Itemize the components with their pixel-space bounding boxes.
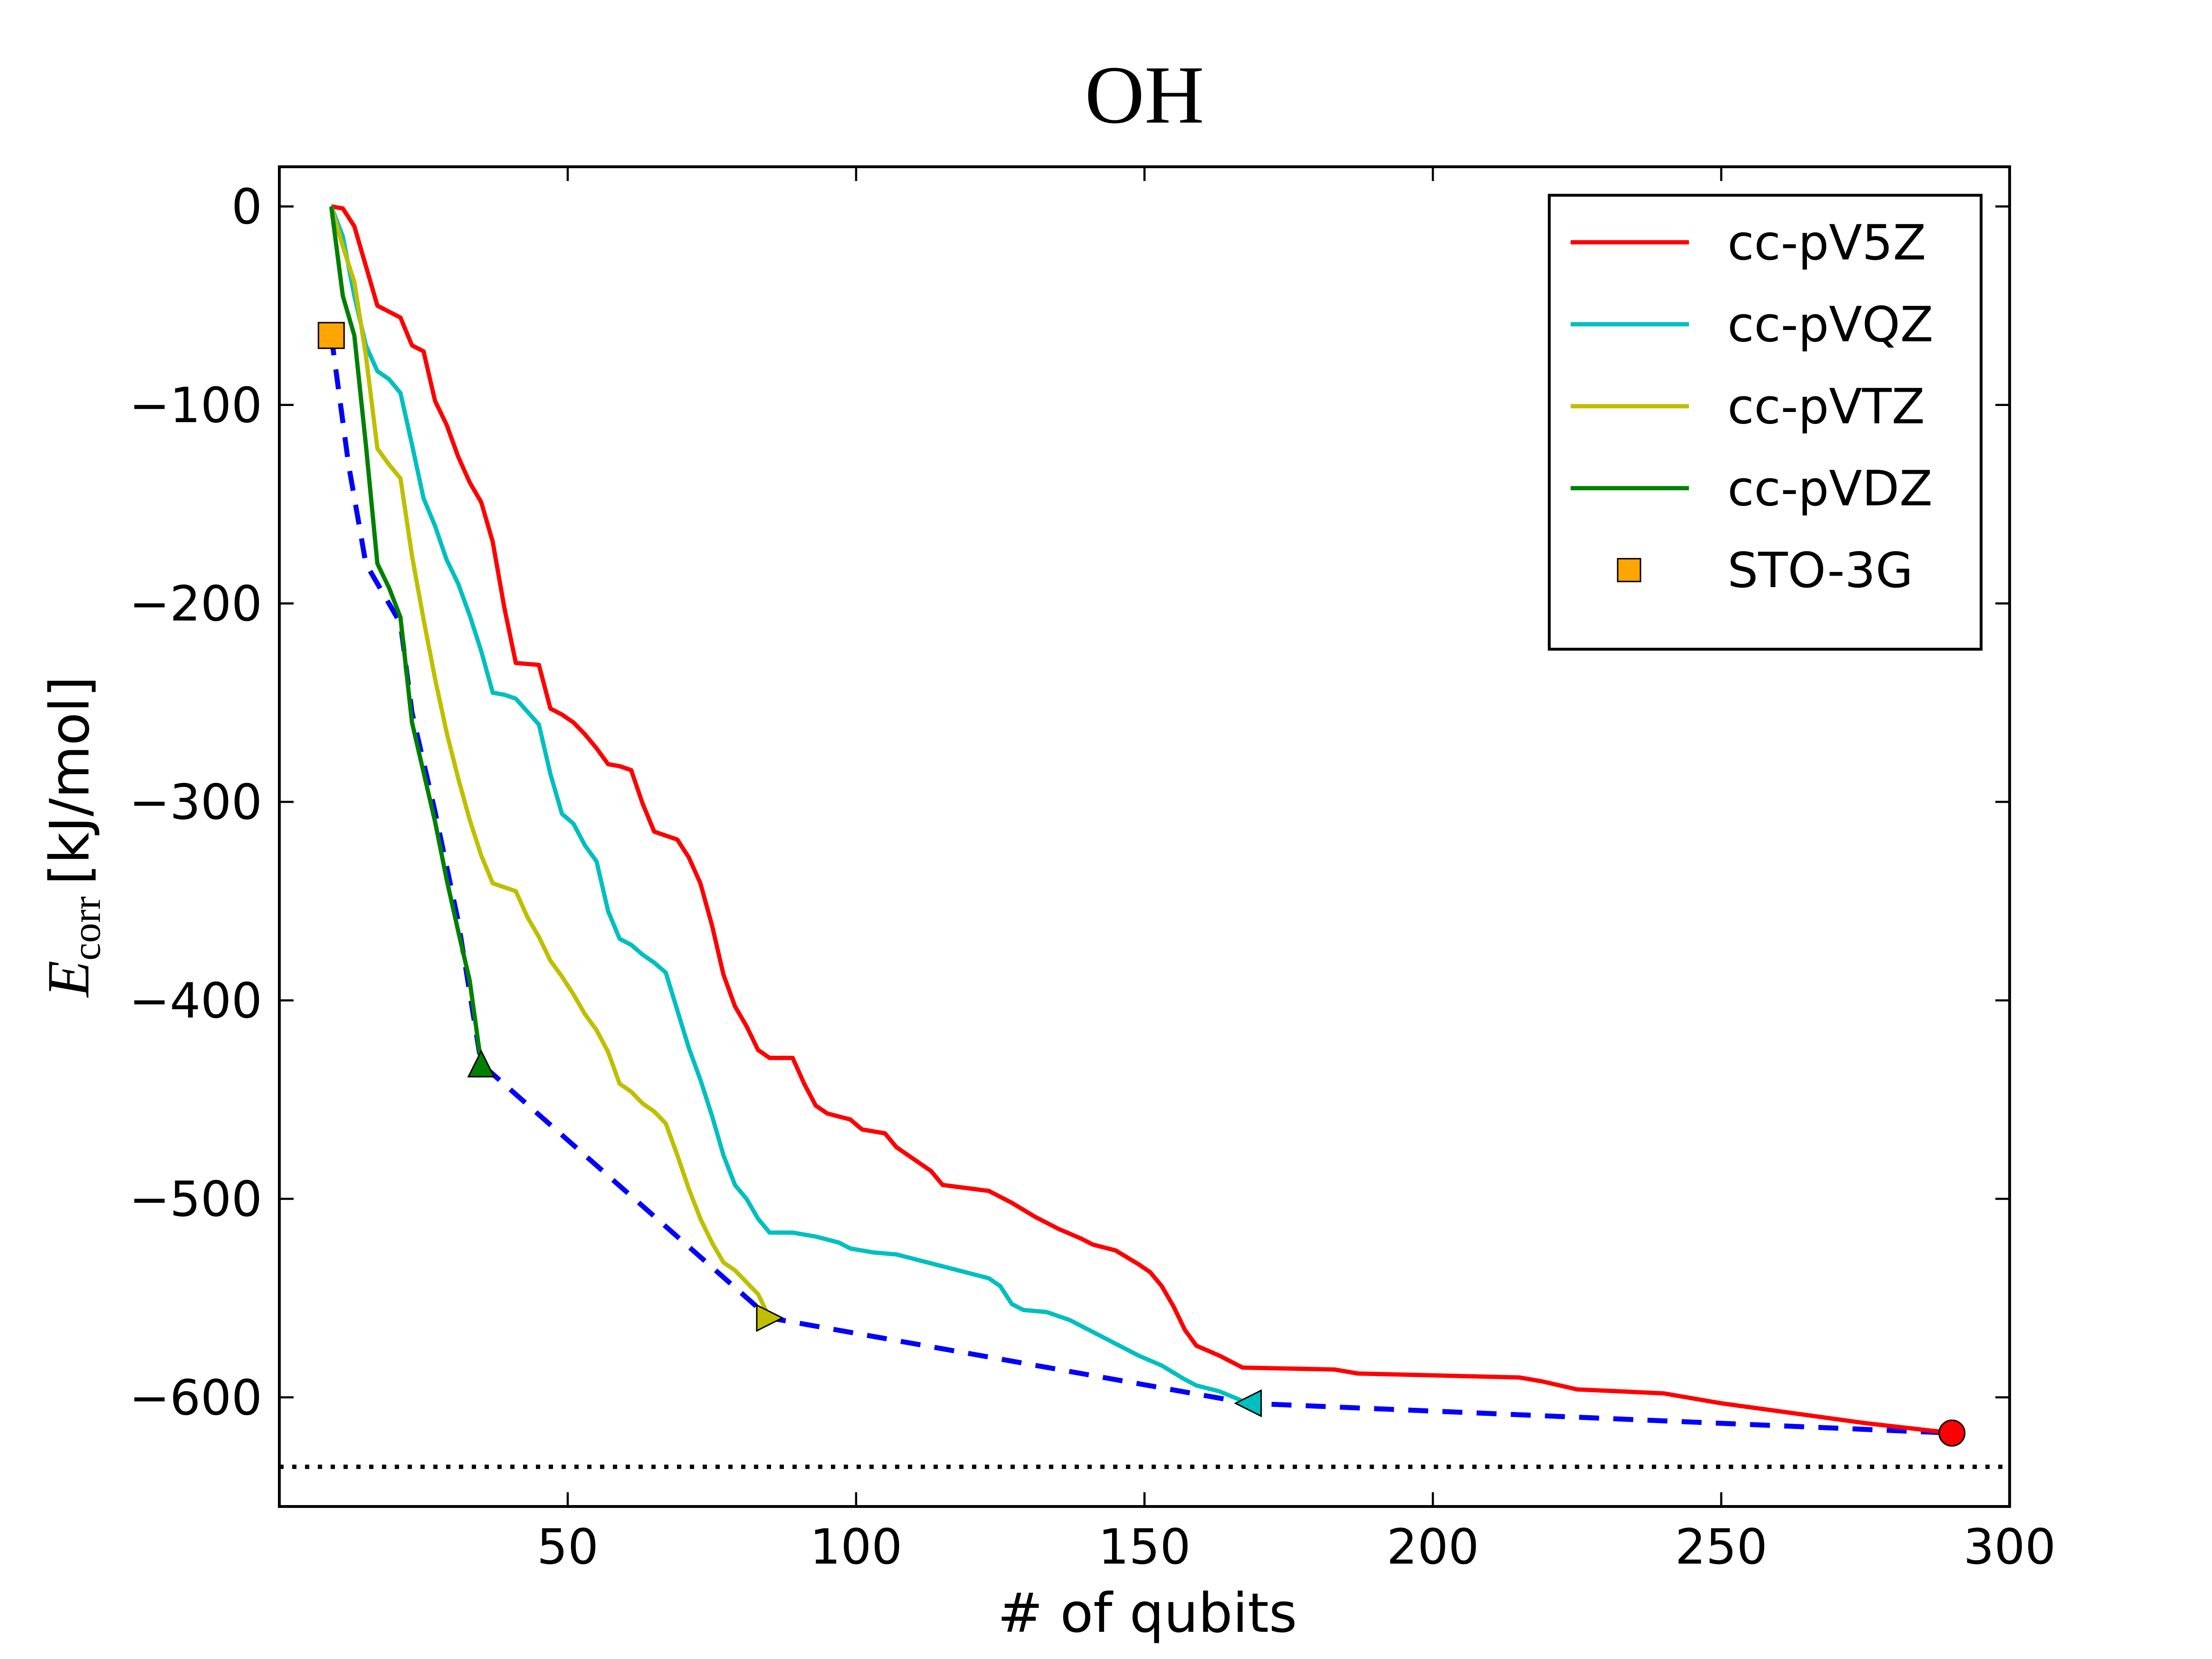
legend-marker: [1617, 558, 1641, 582]
y-tick-label: −600: [129, 1369, 262, 1426]
y-label-unit: [kJ/mol]: [38, 676, 101, 885]
series-line: [329, 206, 1249, 1406]
marker: [467, 1049, 495, 1077]
dashed-line: [329, 335, 1952, 1436]
y-label-subscript: corr: [64, 896, 108, 961]
legend-label: cc-pVQZ: [1727, 296, 1933, 353]
legend-label: cc-pVDZ: [1727, 460, 1932, 517]
y-tick-label: 0: [231, 178, 262, 235]
y-tick-label: −400: [129, 972, 262, 1029]
marker: [1938, 1419, 1966, 1447]
y-tick-label: −500: [129, 1171, 262, 1228]
legend-label: STO-3G: [1727, 542, 1913, 599]
series-line: [329, 206, 483, 1065]
y-label-symbol: E: [35, 960, 102, 998]
series-line: [329, 206, 772, 1319]
y-tick-label: −200: [129, 576, 262, 632]
y-tick-label: −100: [129, 377, 262, 434]
x-tick-label: 300: [1963, 1518, 2056, 1575]
x-tick-label: 200: [1387, 1518, 1479, 1575]
x-tick-label: 150: [1098, 1518, 1191, 1575]
x-tick-label: 250: [1675, 1518, 1768, 1575]
y-tick-label: −300: [129, 774, 262, 830]
x-axis-label: # of qubits: [998, 1582, 1297, 1645]
legend-label: cc-pV5Z: [1727, 214, 1926, 271]
marker: [318, 322, 345, 349]
x-tick-label: 50: [537, 1518, 599, 1575]
legend-label: cc-pVTZ: [1727, 378, 1924, 435]
y-axis-label: Ecorr [kJ/mol]: [35, 676, 109, 998]
series-line: [331, 204, 1953, 1435]
marker: [756, 1304, 784, 1332]
plot-frame: [278, 165, 2011, 1508]
chart-title: OH: [1085, 49, 1204, 141]
marker: [1234, 1389, 1262, 1418]
x-tick-label: 100: [810, 1518, 902, 1575]
